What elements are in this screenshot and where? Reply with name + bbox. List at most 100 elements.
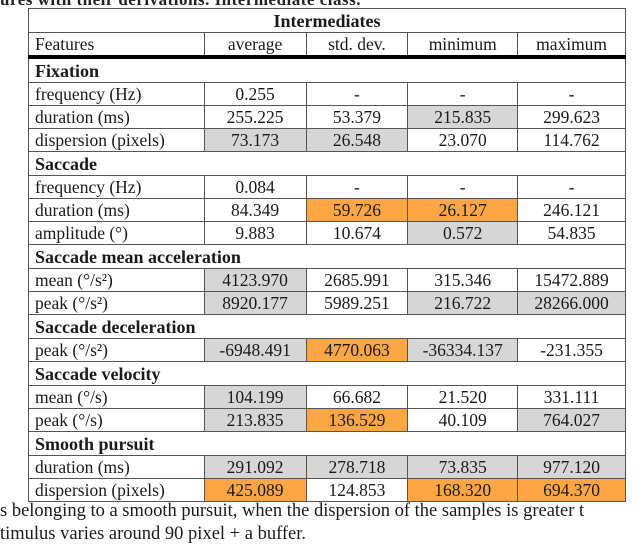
feature-label: frequency (Hz) xyxy=(28,82,205,106)
value-cell: 40.109 xyxy=(407,408,519,432)
feature-label: mean (°/s²) xyxy=(28,268,205,292)
value-cell: 9.883 xyxy=(203,221,307,245)
column-header-std-dev: std. dev. xyxy=(305,32,409,58)
feature-label: duration (ms) xyxy=(28,455,205,479)
table-row: duration (ms) 255.225 53.379 215.835 299.623 xyxy=(28,105,626,129)
value-cell: 10.674 xyxy=(305,221,409,245)
value-cell: -6948.491 xyxy=(203,338,307,362)
group-row: Saccade velocity xyxy=(28,361,626,386)
feature-label: duration (ms) xyxy=(28,105,205,129)
value-cell: 73.173 xyxy=(203,128,307,152)
group-header: Saccade velocity xyxy=(28,361,626,386)
caption-top: ures with their derivations. Intermediat… xyxy=(0,0,640,10)
value-cell: 255.225 xyxy=(203,105,307,129)
value-cell: 26.127 xyxy=(407,198,519,222)
column-header-average: average xyxy=(203,32,307,58)
table-row: frequency (Hz) 0.084- - - xyxy=(28,175,626,199)
value-cell: 315.346 xyxy=(407,268,519,292)
value-cell: 15472.889 xyxy=(517,268,626,292)
table-row: amplitude (°) 9.883 10.674 0.572 54.835 xyxy=(28,221,626,245)
table-title: Intermediates xyxy=(28,8,626,33)
value-cell: - xyxy=(407,82,519,106)
table-row: frequency (Hz) 0.255- - - xyxy=(28,82,626,106)
group-header: Saccade xyxy=(28,151,626,176)
feature-label: peak (°/s²) xyxy=(28,338,205,362)
value-cell: 291.092 xyxy=(203,455,307,479)
value-cell: 216.722 xyxy=(407,291,519,315)
table-row: peak (°/s²) -6948.491 4770.063 -36334.137 -2… xyxy=(28,338,626,362)
table-row: dispersion (pixels) 73.173 26.548 23.070 114… xyxy=(28,128,626,152)
value-cell: - xyxy=(517,82,626,106)
table-row: mean (°/s²) 4123.970 2685.991 315.346 15472.… xyxy=(28,268,626,292)
table-row: duration (ms) 291.092 278.718 73.835 977.120 xyxy=(28,455,626,479)
group-row: Smooth pursuit xyxy=(28,431,626,456)
value-cell: -36334.137 xyxy=(407,338,519,362)
value-cell: 331.111 xyxy=(517,385,626,409)
value-cell: 136.529 xyxy=(305,408,409,432)
value-cell: 213.835 xyxy=(203,408,307,432)
value-cell: 0.572 xyxy=(407,221,519,245)
group-row: Saccade deceleration xyxy=(28,314,626,339)
group-header: Fixation xyxy=(28,56,626,83)
feature-label: dispersion (pixels) xyxy=(28,478,205,502)
value-cell: 215.835 xyxy=(407,105,519,129)
value-cell: 8920.177 xyxy=(203,291,307,315)
value-cell: 54.835 xyxy=(517,221,626,245)
value-cell: 73.835 xyxy=(407,455,519,479)
feature-label: mean (°/s) xyxy=(28,385,205,409)
value-cell: 977.120 xyxy=(517,455,626,479)
table-row: peak (°/s²) 8920.177 5989.251 216.722 28266.… xyxy=(28,291,626,315)
group-row: Saccade xyxy=(28,151,626,176)
table-body: Fixation frequency (Hz) 0.255- - - duration (… xyxy=(28,56,626,502)
column-header-minimum: minimum xyxy=(407,32,519,58)
value-cell: 168.320 xyxy=(407,478,519,502)
feature-label: dispersion (pixels) xyxy=(28,128,205,152)
feature-label: amplitude (°) xyxy=(28,221,205,245)
feature-label: peak (°/s²) xyxy=(28,291,205,315)
value-cell: 299.623 xyxy=(517,105,626,129)
value-cell: 21.520 xyxy=(407,385,519,409)
value-cell: - xyxy=(517,175,626,199)
table-row: mean (°/s) 104.199 66.682 21.520 331.111 xyxy=(28,385,626,409)
value-cell: 278.718 xyxy=(305,455,409,479)
value-cell: 59.726 xyxy=(305,198,409,222)
value-cell: 84.349 xyxy=(203,198,307,222)
column-header-maximum: maximum xyxy=(517,32,626,58)
value-cell: 26.548 xyxy=(305,128,409,152)
value-cell: - xyxy=(407,175,519,199)
group-row: Saccade mean acceleration xyxy=(28,244,626,269)
value-cell: - xyxy=(305,175,409,199)
feature-label: peak (°/s) xyxy=(28,408,205,432)
value-cell: 425.089 xyxy=(203,478,307,502)
value-cell: 124.853 xyxy=(305,478,409,502)
value-cell: 764.027 xyxy=(517,408,626,432)
header-row: Features average std. dev. minimum maxim… xyxy=(28,32,626,58)
caption-bottom-line-1: s belonging to a smooth pursuit, when th… xyxy=(0,501,585,521)
intermediates-table: Intermediates Features average std. dev.… xyxy=(28,8,626,502)
value-cell: 5989.251 xyxy=(305,291,409,315)
value-cell: 2685.991 xyxy=(305,268,409,292)
group-header: Smooth pursuit xyxy=(28,431,626,456)
value-cell: 104.199 xyxy=(203,385,307,409)
table-row: peak (°/s) 213.835 136.529 40.109 764.027 xyxy=(28,408,626,432)
value-cell: 114.762 xyxy=(517,128,626,152)
value-cell: 28266.000 xyxy=(517,291,626,315)
value-cell: 4123.970 xyxy=(203,268,307,292)
value-cell: -231.355 xyxy=(517,338,626,362)
value-cell: 0.255 xyxy=(203,82,307,106)
feature-label: duration (ms) xyxy=(28,198,205,222)
feature-label: frequency (Hz) xyxy=(28,175,205,199)
value-cell: 246.121 xyxy=(517,198,626,222)
group-header: Saccade mean acceleration xyxy=(28,244,626,269)
value-cell: 53.379 xyxy=(305,105,409,129)
column-header-features: Features xyxy=(28,32,205,58)
value-cell: 0.084 xyxy=(203,175,307,199)
group-row: Fixation xyxy=(28,56,626,83)
table-row: duration (ms) 84.349 59.726 26.127 246.121 xyxy=(28,198,626,222)
value-cell: 4770.063 xyxy=(305,338,409,362)
value-cell: - xyxy=(305,82,409,106)
value-cell: 694.370 xyxy=(517,478,626,502)
table-row: dispersion (pixels) 425.089 124.853 168.320… xyxy=(28,478,626,502)
value-cell: 66.682 xyxy=(305,385,409,409)
value-cell: 23.070 xyxy=(407,128,519,152)
